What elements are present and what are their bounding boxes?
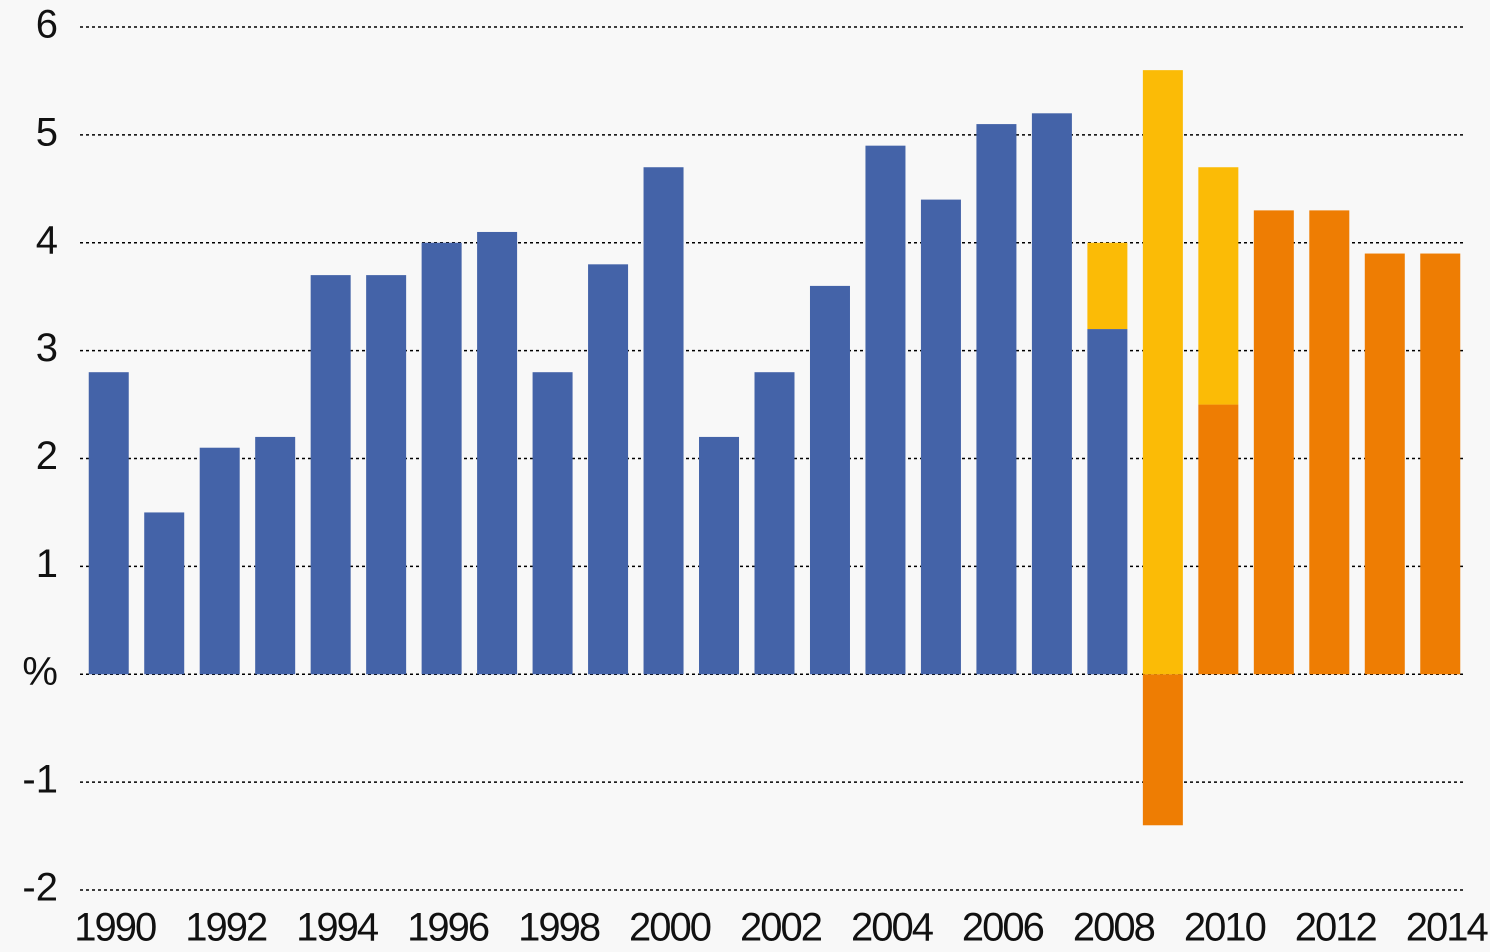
bar xyxy=(1087,329,1128,675)
y-tick-label: 2 xyxy=(36,434,58,478)
x-tick-label: 1998 xyxy=(518,906,600,950)
x-tick-label: 2004 xyxy=(851,906,934,950)
bar xyxy=(1364,253,1405,675)
x-tick-label: 2006 xyxy=(962,906,1044,950)
bar xyxy=(366,275,407,675)
y-tick-label: 5 xyxy=(36,110,58,154)
y-tick-label: % xyxy=(22,650,58,694)
x-tick-label: 1996 xyxy=(407,906,489,950)
x-tick-label: 2000 xyxy=(629,906,711,950)
x-tick-label: 2008 xyxy=(1073,906,1155,950)
x-tick-label: 2010 xyxy=(1184,906,1266,950)
x-tick-label: 1994 xyxy=(296,906,379,950)
x-tick-label: 2012 xyxy=(1295,906,1377,950)
bar xyxy=(809,285,850,675)
y-tick-label: 3 xyxy=(36,326,58,370)
bar xyxy=(754,372,795,675)
bar xyxy=(699,436,740,675)
y-tick-label: -1 xyxy=(22,758,58,802)
y-tick-label: 1 xyxy=(36,542,58,586)
bar xyxy=(532,372,573,675)
bar xyxy=(1420,253,1461,675)
y-tick-label: 6 xyxy=(36,3,58,47)
bar xyxy=(255,436,296,675)
bar xyxy=(310,275,351,675)
bar xyxy=(1253,210,1294,675)
y-tick-label: -2 xyxy=(22,866,58,910)
bar xyxy=(421,242,462,675)
bar xyxy=(1031,113,1072,675)
x-tick-label: 2014 xyxy=(1406,906,1489,950)
bar xyxy=(1198,404,1239,675)
bar xyxy=(88,372,129,675)
bar xyxy=(643,167,684,675)
y-tick-label: 4 xyxy=(36,218,58,262)
bar xyxy=(1309,210,1350,675)
x-tick-label: 1990 xyxy=(74,906,156,950)
bar xyxy=(1142,674,1183,826)
bar xyxy=(477,231,518,675)
bar xyxy=(865,145,906,675)
x-tick-label: 2002 xyxy=(740,906,822,950)
bar xyxy=(976,124,1017,675)
bar xyxy=(199,447,240,675)
x-tick-label: 1992 xyxy=(185,906,267,950)
bar xyxy=(920,199,961,675)
bar xyxy=(1087,242,1128,330)
bar xyxy=(144,512,185,675)
bar xyxy=(1142,70,1183,675)
bar xyxy=(588,264,629,675)
bar xyxy=(1198,167,1239,405)
